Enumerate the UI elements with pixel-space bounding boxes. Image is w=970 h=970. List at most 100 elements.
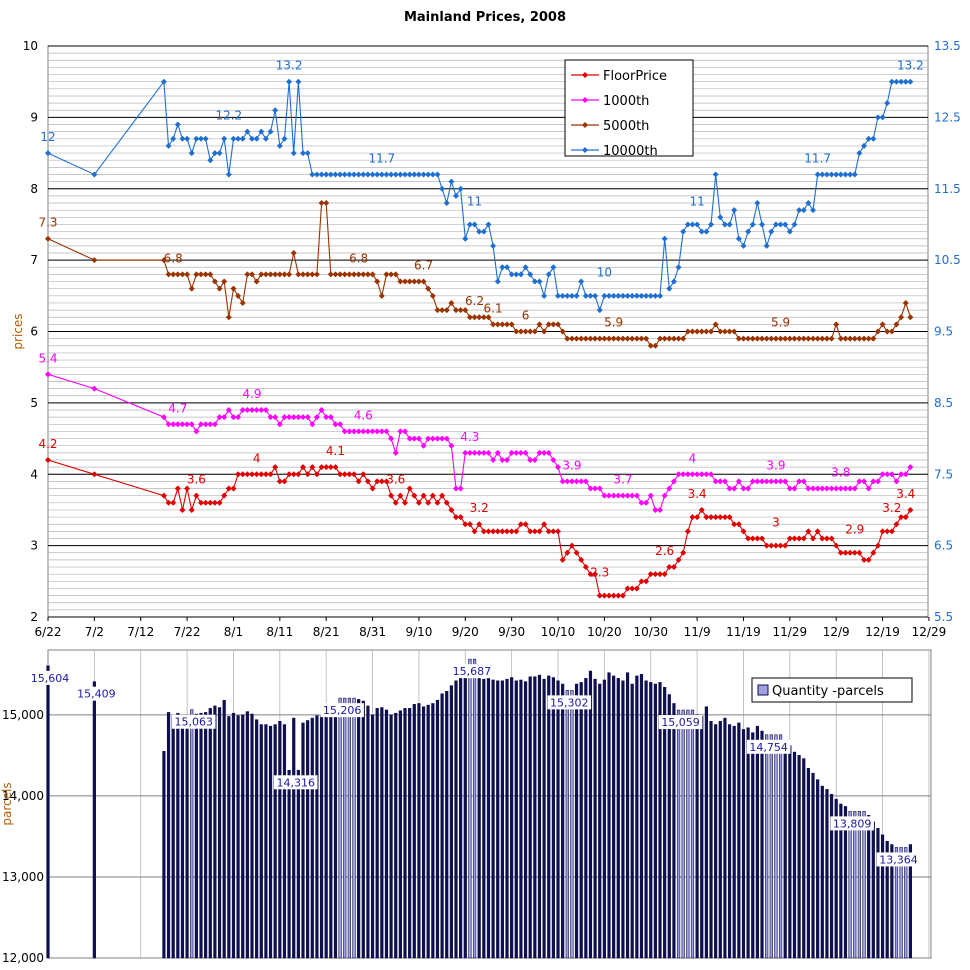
data-point-marker — [313, 171, 320, 178]
data-point-marker — [295, 471, 302, 478]
data-point-marker — [879, 321, 886, 328]
data-point-marker — [466, 314, 473, 321]
data-point-marker — [772, 542, 779, 549]
data-point-marker — [874, 114, 881, 121]
bar — [417, 703, 421, 959]
data-point-marker — [202, 135, 209, 142]
data-point-marker — [717, 214, 724, 221]
data-point-marker — [823, 535, 830, 542]
data-point-marker — [272, 107, 279, 114]
data-point-marker — [541, 328, 548, 335]
data-point-marker — [684, 471, 691, 478]
data-point-marker — [759, 335, 766, 342]
data-point-marker — [592, 292, 599, 299]
bar — [871, 821, 875, 959]
data-point-marker — [763, 335, 770, 342]
data-point-marker — [397, 171, 404, 178]
data-point-marker — [300, 150, 307, 157]
data-point-marker — [485, 528, 492, 535]
bar-data-label: 15,302 — [550, 696, 589, 709]
bar — [704, 706, 708, 959]
data-point-marker — [559, 478, 566, 485]
bar — [338, 697, 342, 959]
data-point-marker — [499, 264, 506, 271]
bar — [523, 681, 528, 959]
bar — [278, 721, 282, 959]
data-point-marker — [772, 478, 779, 485]
bar — [162, 751, 166, 959]
data-point-marker — [267, 271, 274, 278]
data-point-marker — [833, 485, 840, 492]
bar — [208, 708, 212, 959]
data-point-marker — [258, 407, 265, 414]
bar — [468, 658, 472, 959]
data-point-marker — [828, 485, 835, 492]
data-point-marker — [504, 321, 511, 328]
bar-data-label: 15,059 — [661, 716, 700, 729]
data-point-marker — [907, 78, 914, 85]
data-point-marker — [749, 221, 756, 228]
data-point-marker — [207, 271, 214, 278]
data-point-marker — [174, 485, 181, 492]
data-point-marker — [249, 471, 256, 478]
bar — [310, 717, 314, 959]
data-point-marker — [494, 278, 501, 285]
data-point-marker — [721, 328, 728, 335]
data-point-marker — [174, 421, 181, 428]
data-point-marker — [290, 414, 297, 421]
bar — [259, 724, 263, 959]
bar — [816, 779, 820, 959]
data-label: 3 — [772, 515, 780, 529]
bar — [676, 709, 681, 959]
data-point-marker — [837, 549, 844, 556]
data-point-marker — [606, 492, 613, 499]
data-point-marker — [670, 335, 677, 342]
data-label: 12 — [40, 130, 55, 144]
data-point-marker — [555, 464, 562, 471]
bar — [449, 685, 453, 959]
bar — [672, 703, 676, 959]
data-point-marker — [661, 335, 668, 342]
data-point-marker — [239, 135, 246, 142]
data-point-marker — [323, 414, 330, 421]
data-point-marker — [281, 135, 288, 142]
data-point-marker — [819, 171, 826, 178]
data-point-marker — [786, 228, 793, 235]
data-point-marker — [485, 449, 492, 456]
bar — [723, 717, 727, 959]
data-point-marker — [466, 221, 473, 228]
bar — [306, 720, 310, 959]
data-point-marker — [429, 171, 436, 178]
data-point-marker — [402, 499, 409, 506]
bar — [375, 708, 379, 959]
data-point-marker — [837, 335, 844, 342]
data-point-marker — [485, 314, 492, 321]
data-point-marker — [420, 278, 427, 285]
data-point-marker — [550, 321, 557, 328]
bar — [904, 847, 908, 959]
bar — [556, 680, 560, 959]
bar — [384, 709, 389, 959]
y-tick-label: 8 — [30, 182, 38, 196]
bar — [635, 675, 639, 959]
data-point-marker — [856, 150, 863, 157]
data-point-marker — [624, 492, 631, 499]
data-point-marker — [286, 271, 293, 278]
bar — [46, 665, 50, 959]
bar — [231, 712, 236, 959]
data-point-marker — [193, 271, 200, 278]
data-point-marker — [425, 285, 432, 292]
data-point-marker — [184, 421, 191, 428]
data-point-marker — [814, 528, 821, 535]
data-point-marker — [661, 571, 668, 578]
data-point-marker — [564, 335, 571, 342]
bar — [908, 844, 912, 959]
data-point-marker — [735, 235, 742, 242]
data-point-marker — [397, 278, 404, 285]
data-point-marker — [888, 328, 895, 335]
data-point-marker — [508, 271, 515, 278]
y2-tick-label: 6.5 — [934, 539, 953, 553]
data-point-marker — [346, 271, 353, 278]
data-point-marker — [582, 292, 589, 299]
data-label: 6.8 — [349, 251, 368, 265]
